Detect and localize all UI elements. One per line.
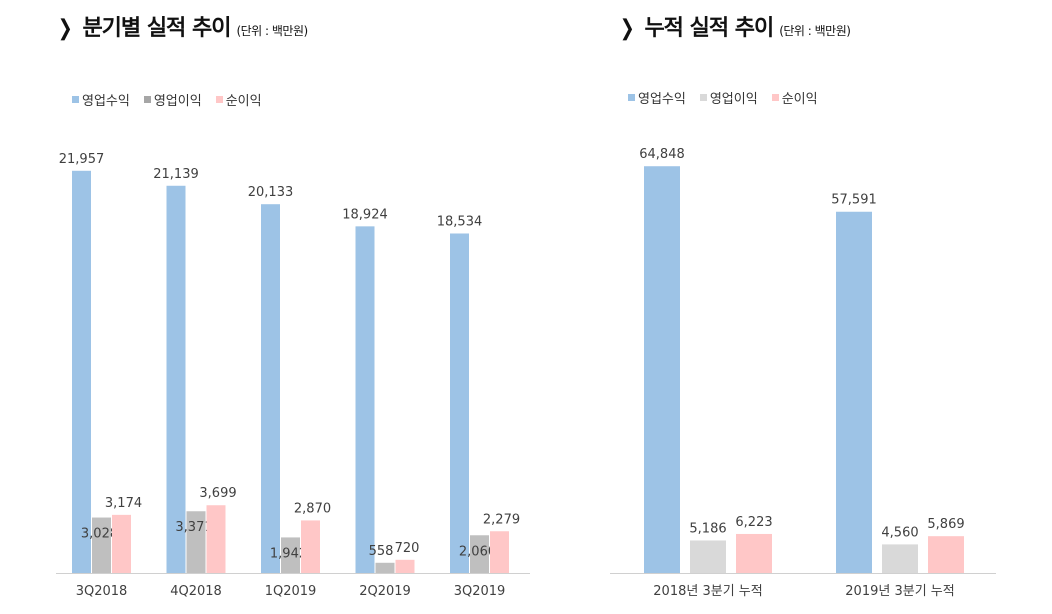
legend-item-revenue: 영업수익: [628, 88, 686, 107]
legend-swatch-net-income: [771, 94, 779, 101]
legend-label-operating-profit: 영업이익: [153, 94, 202, 109]
bar-net-income: [112, 514, 131, 573]
bar-revenue: [836, 211, 872, 573]
quarterly-heading: ❯ 분기별 실적 추이 (단위 : 백만원): [56, 10, 308, 42]
legend-item-operating-profit: 영업이익: [143, 90, 202, 109]
legend-label-net-income: 순이익: [225, 94, 262, 109]
legend-label-operating-profit: 영업이익: [709, 92, 758, 107]
x-tick-label: 2018년 3분기 누적: [653, 584, 762, 599]
bar-operating-profit: [186, 511, 206, 573]
data-label-revenue: 18,534: [437, 214, 483, 229]
cumulative-bar-chart: 64,848 5,186 6,223 2018년 3분기 누적 57,591 4,560 5…: [610, 147, 996, 599]
quarterly-bar-chart: 21,957 3,028 3,174 3Q2018 21,139 3,371 3,699 4Q…: [56, 152, 530, 599]
legend-item-net-income: 순이익: [215, 90, 262, 109]
data-label-net-income: 3,699: [199, 486, 236, 501]
data-label-operating-profit: 4,560: [881, 525, 918, 540]
legend-label-net-income: 순이익: [781, 92, 818, 107]
quarterly-chart-title: 분기별 실적 추이: [82, 16, 231, 41]
cumulative-heading: ❯ 누적 실적 추이 (단위 : 백만원): [618, 10, 851, 42]
bar-net-income: [928, 536, 964, 573]
bar-operating-profit: [470, 535, 489, 573]
bar-operating-profit: [375, 562, 395, 573]
data-label-operating-profit: 1,942: [270, 546, 307, 561]
bar-revenue: [355, 226, 375, 573]
x-tick-label: 3Q2018: [76, 584, 128, 599]
legend-swatch-revenue: [628, 94, 635, 101]
x-tick-label: 2Q2019: [359, 584, 411, 599]
bar-operating-profit: [690, 540, 726, 573]
data-label-revenue: 57,591: [831, 193, 877, 208]
bar-net-income: [301, 520, 320, 573]
legend-swatch-net-income: [215, 96, 223, 103]
chevron-right-icon: ❯: [619, 16, 635, 41]
legend-item-revenue: 영업수익: [72, 90, 130, 109]
quarterly-unit-label: (단위 : 백만원): [236, 24, 308, 38]
cumulative-chart-title: 누적 실적 추이: [644, 16, 774, 41]
data-label-net-income: 3,174: [105, 496, 142, 511]
data-label-operating-profit: 5,186: [689, 521, 726, 536]
legend-item-net-income: 순이익: [771, 88, 818, 107]
bar-operating-profit: [281, 537, 300, 573]
bar-net-income: [490, 531, 509, 573]
data-label-revenue: 20,133: [248, 185, 294, 200]
data-label-net-income: 720: [395, 541, 420, 556]
cumulative-legend: 영업수익 영업이익 순이익: [628, 88, 818, 107]
data-label-net-income: 5,869: [927, 517, 964, 532]
legend-label-revenue: 영업수익: [82, 94, 130, 109]
bar-operating-profit: [882, 544, 918, 573]
bar-revenue: [166, 185, 186, 573]
data-label-net-income: 2,870: [294, 501, 331, 516]
data-label-operating-profit: 3,371: [175, 520, 212, 535]
legend-swatch-revenue: [72, 96, 79, 103]
bar-revenue: [261, 204, 280, 573]
data-label-operating-profit: 3,028: [81, 527, 118, 542]
data-label-revenue: 21,139: [153, 167, 199, 182]
legend-item-operating-profit: 영업이익: [699, 88, 758, 107]
data-label-operating-profit: 558: [369, 544, 394, 559]
data-label-revenue: 21,957: [59, 152, 105, 167]
bar-net-income: [736, 533, 772, 573]
quarterly-chart-panel: ❯ 분기별 실적 추이 (단위 : 백만원) 영업수익 영업이익 순이익 21,…: [56, 10, 530, 599]
bar-operating-profit: [92, 517, 111, 573]
bar-revenue: [644, 166, 680, 573]
legend-swatch-operating-profit: [699, 94, 707, 101]
data-label-revenue: 64,848: [639, 147, 685, 162]
bar-revenue: [72, 170, 91, 573]
chevron-right-icon: ❯: [57, 16, 73, 41]
data-label-operating-profit: 2,060: [459, 544, 496, 559]
bar-net-income: [395, 559, 415, 573]
data-label-revenue: 18,924: [342, 207, 388, 222]
data-label-net-income: 2,279: [483, 512, 520, 527]
x-tick-label: 3Q2019: [454, 584, 506, 599]
cumulative-chart-panel: ❯ 누적 실적 추이 (단위 : 백만원) 영업수익 영업이익 순이익 64,8…: [600, 0, 1052, 614]
x-tick-label: 4Q2018: [170, 584, 222, 599]
cumulative-unit-label: (단위 : 백만원): [779, 24, 851, 38]
x-tick-label: 1Q2019: [265, 584, 317, 599]
legend-swatch-operating-profit: [143, 96, 151, 103]
x-tick-label: 2019년 3분기 누적: [845, 584, 954, 599]
data-label-net-income: 6,223: [735, 515, 772, 530]
bar-net-income: [206, 505, 226, 573]
legend-label-revenue: 영업수익: [638, 92, 686, 107]
quarterly-legend: 영업수익 영업이익 순이익: [72, 90, 262, 109]
bar-revenue: [450, 233, 469, 573]
